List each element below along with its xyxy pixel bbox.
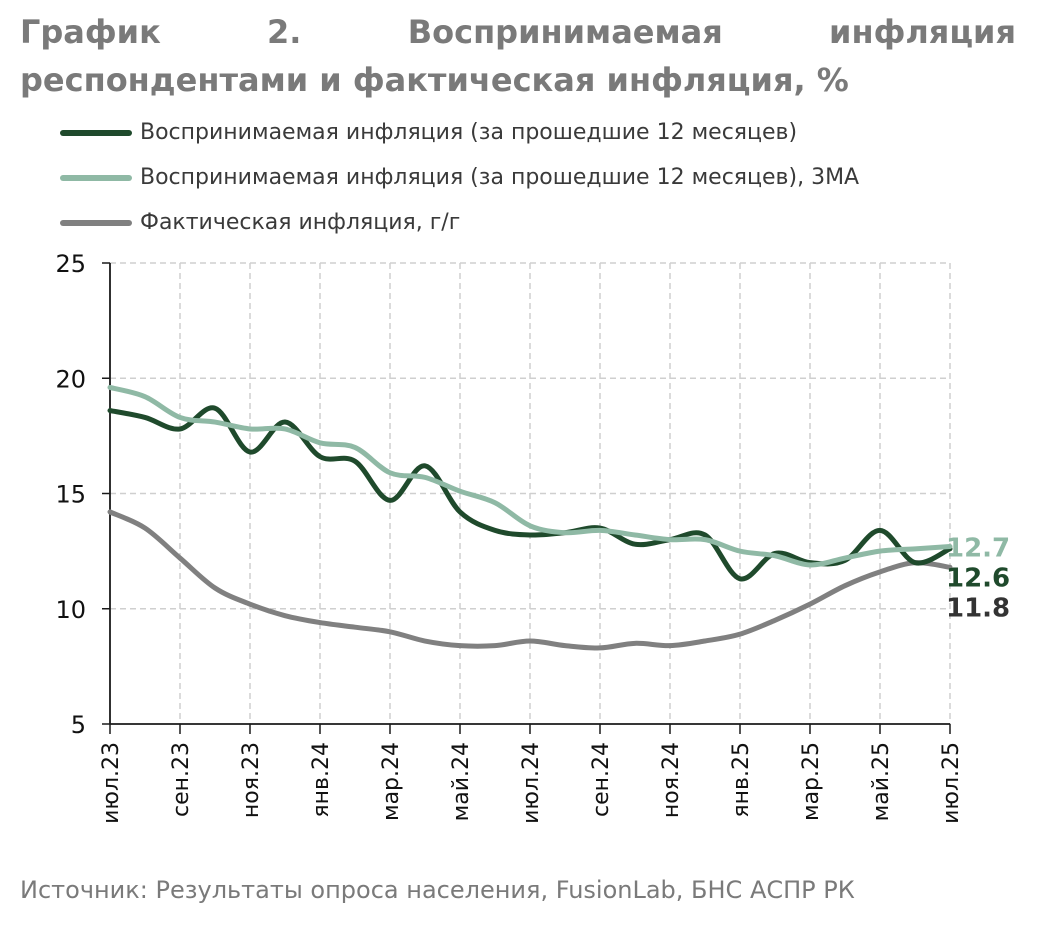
x-tick-label: ноя.24 <box>659 742 684 818</box>
x-tick-label: сен.24 <box>589 742 614 817</box>
chart-title: График 2. Воспринимаемая инфляция респон… <box>20 13 1016 99</box>
end-label-actual: 11.8 <box>946 594 1010 624</box>
source-note: Источник: Результаты опроса населения, F… <box>20 876 855 904</box>
x-tick-label: янв.24 <box>309 742 334 818</box>
legend-label-perceived-3ma: Воспринимаемая инфляция (за прошедшие 12… <box>140 165 860 190</box>
x-tick-label: май.25 <box>869 742 894 821</box>
legend-swatch-perceived-3ma <box>60 174 132 181</box>
x-tick-label: мар.25 <box>799 742 824 821</box>
legend-swatch-actual <box>60 219 132 226</box>
x-tick-label: сен.23 <box>169 742 194 817</box>
legend-swatch-perceived <box>60 129 132 136</box>
x-tick-label: мар.24 <box>379 742 404 821</box>
series-line-actual <box>107 509 953 651</box>
y-tick-label: 20 <box>55 365 86 393</box>
legend-label-actual: Фактическая инфляция, г/г <box>140 210 461 235</box>
end-label-perceived: 12.6 <box>946 564 1010 594</box>
legend-item-perceived: Воспринимаемая инфляция (за прошедшие 12… <box>60 110 859 155</box>
x-tick-label: июл.24 <box>519 742 544 824</box>
end-label-perceived-3ma: 12.7 <box>946 534 1010 564</box>
chart-legend: Воспринимаемая инфляция (за прошедшие 12… <box>60 110 859 245</box>
legend-item-actual: Фактическая инфляция, г/г <box>60 200 859 245</box>
y-tick-label: 15 <box>55 481 86 509</box>
legend-item-perceived-3ma: Воспринимаемая инфляция (за прошедшие 12… <box>60 155 859 200</box>
x-tick-label: янв.25 <box>729 742 754 818</box>
y-tick-label: 10 <box>55 596 86 624</box>
x-tick-label: ноя.23 <box>239 742 264 818</box>
series-line-perceived-3ma <box>107 384 953 568</box>
y-tick-label: 25 <box>55 250 86 278</box>
x-tick-label: май.24 <box>449 742 474 821</box>
y-tick-label: 5 <box>71 711 86 739</box>
x-tick-label: июл.23 <box>99 742 124 824</box>
x-tick-label: июл.25 <box>939 742 964 824</box>
legend-label-perceived: Воспринимаемая инфляция (за прошедшие 12… <box>140 120 798 145</box>
